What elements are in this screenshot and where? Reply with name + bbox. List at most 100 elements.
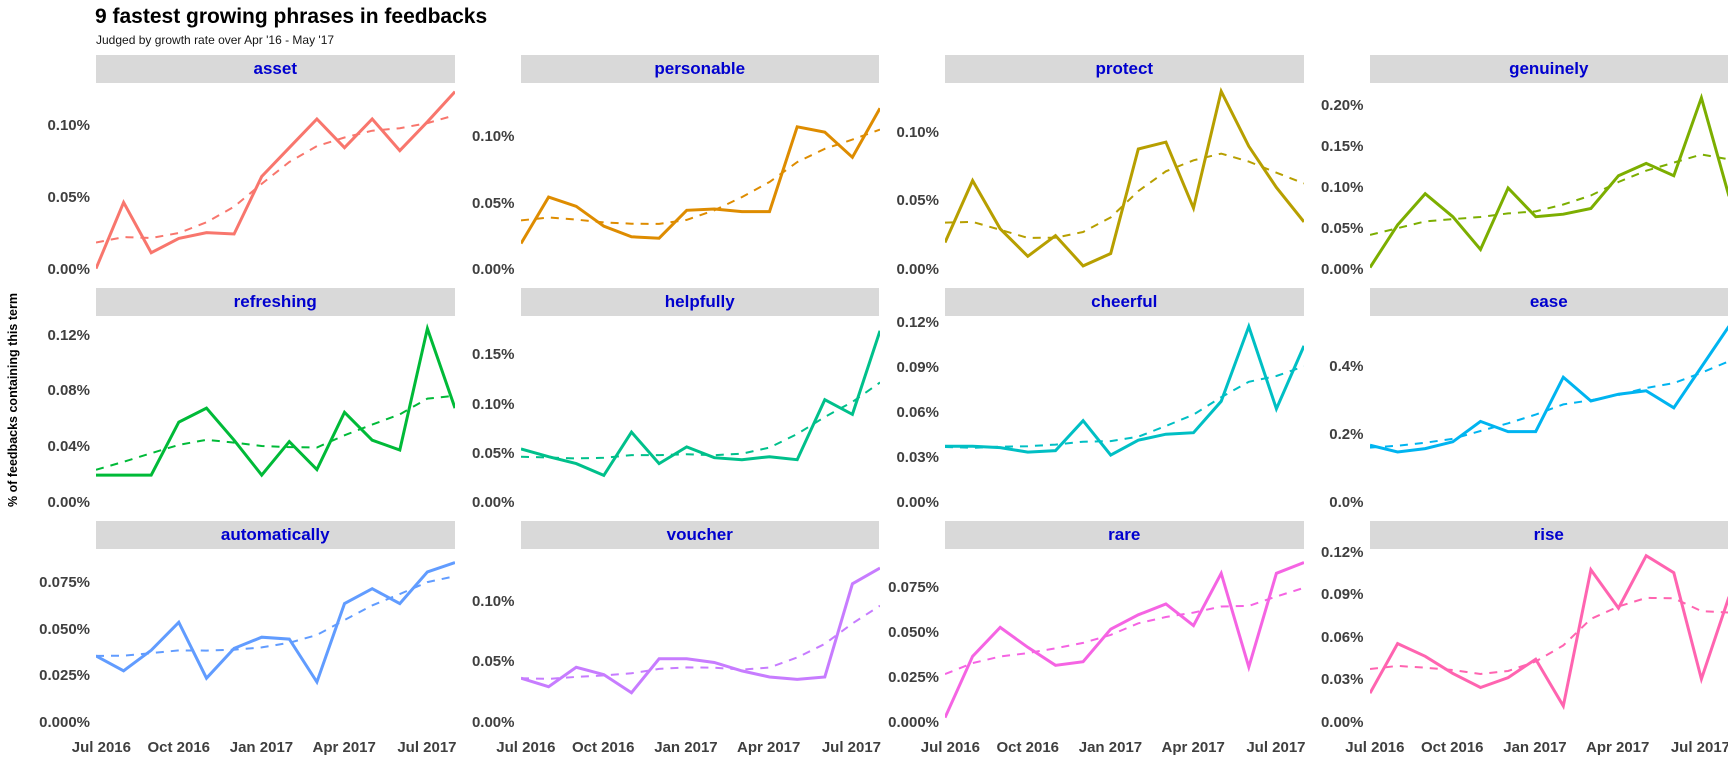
line-series-ease — [1369, 325, 1728, 454]
y-tick-label: 0.05% — [471, 653, 515, 671]
y-tick-label: 0.10% — [471, 128, 515, 146]
y-tick-label: 0.10% — [1320, 178, 1364, 196]
trend-dashed-line — [96, 114, 455, 244]
x-tick-label: Jan 2017 — [1078, 739, 1143, 756]
y-tick-label: 0.00% — [1320, 261, 1364, 278]
x-tick-label: Jan 2017 — [229, 739, 294, 756]
data-solid-line — [520, 566, 880, 695]
y-tick-label: 0.06% — [1320, 628, 1364, 646]
facet-title: personable — [654, 59, 746, 78]
x-tick-label: Jul 2017 — [397, 739, 457, 756]
data-solid-line — [96, 323, 455, 478]
x-axis-column-3: Jul 2016 Oct 2016 Jan 2017 Apr 2017 Jul 2017 — [879, 737, 1306, 767]
facet-cell-genuinely: 0.00% 0.05% 0.10% 0.15% 0.20% genuinely — [1304, 55, 1728, 280]
y-tick-label: 0.00% — [1320, 714, 1364, 731]
x-tick-label: Jul 2016 — [920, 739, 980, 756]
facet-strip: genuinely — [1369, 55, 1728, 83]
x-tick-label: Apr 2017 — [1586, 739, 1650, 756]
y-axis-ticks-voucher: 0.00% 0.05% 0.10% — [455, 521, 521, 733]
x-tick-label: Jan 2017 — [1503, 739, 1567, 756]
y-axis-ticks-automatically: 0.000% 0.025% 0.050% 0.075% — [30, 521, 96, 733]
y-tick-label: 0.03% — [1320, 671, 1364, 689]
y-tick-label: 0.05% — [47, 189, 90, 207]
facet-panel-helpfully: helpfully — [520, 288, 880, 513]
y-tick-label: 0.000% — [888, 714, 939, 731]
x-tick-label: Jan 2017 — [654, 739, 718, 756]
line-series-protect — [945, 86, 1304, 268]
y-tick-label: 0.00% — [47, 494, 90, 511]
y-axis-ticks-genuinely: 0.00% 0.05% 0.10% 0.15% 0.20% — [1304, 55, 1370, 280]
facet-cell-asset: 0.00% 0.05% 0.10% asset — [30, 55, 455, 280]
facet-title: rise — [1533, 525, 1564, 544]
data-solid-line — [96, 90, 455, 270]
y-tick-label: 0.00% — [896, 494, 939, 511]
facet-strip: automatically — [96, 521, 455, 549]
y-axis-ticks-cheerful: 0.00% 0.03% 0.06% 0.09% 0.12% — [879, 288, 945, 513]
y-axis-ticks-rare: 0.000% 0.025% 0.050% 0.075% — [879, 521, 945, 733]
y-tick-label: 0.00% — [471, 714, 515, 731]
y-tick-label: 0.025% — [888, 668, 939, 686]
facet-chart-ease — [1369, 316, 1728, 513]
facet-panel-cheerful: cheerful — [945, 288, 1304, 513]
x-tick-label: Oct 2016 — [147, 739, 211, 756]
x-tick-label: Oct 2016 — [1420, 739, 1484, 756]
facet-cell-protect: 0.00% 0.05% 0.10% protect — [879, 55, 1304, 280]
trend-dashed-line — [1369, 153, 1728, 236]
y-tick-label: 0.05% — [471, 194, 515, 212]
x-tick-label: Jul 2017 — [1246, 739, 1306, 756]
x-axis-strip: Jul 2016 Oct 2016 Jan 2017 Apr 2017 Jul 2017 — [921, 737, 1306, 767]
facet-title: genuinely — [1509, 59, 1589, 78]
facet-title: rare — [1108, 525, 1141, 544]
facet-panel-automatically: automatically — [96, 521, 455, 733]
x-axis-strip: Jul 2016 Oct 2016 Jan 2017 Apr 2017 Jul 2017 — [496, 737, 882, 767]
line-series-automatically — [96, 561, 455, 686]
facet-cell-cheerful: 0.00% 0.03% 0.06% 0.09% 0.12% cheerful — [879, 288, 1304, 513]
data-solid-line — [945, 86, 1304, 268]
data-solid-line — [1369, 92, 1728, 269]
trend-dashed-line — [945, 365, 1304, 449]
x-axis-column-4: Jul 2016 Oct 2016 Jan 2017 Apr 2017 Jul 2017 — [1304, 737, 1728, 767]
y-axis-ticks-personable: 0.00% 0.05% 0.10% — [455, 55, 521, 280]
facet-cell-rise: 0.00% 0.03% 0.06% 0.09% 0.12% rise — [1304, 521, 1728, 733]
y-axis-ticks-asset: 0.00% 0.05% 0.10% — [30, 55, 96, 280]
chart-subtitle: Judged by growth rate over Apr '16 - May… — [96, 33, 335, 47]
trend-dashed-line — [520, 604, 880, 680]
facet-strip: protect — [945, 55, 1304, 83]
facet-cell-ease: 0.0% 0.2% 0.4% ease — [1304, 288, 1728, 513]
facet-chart-rare — [945, 549, 1304, 733]
facet-chart-genuinely — [1369, 83, 1728, 280]
x-tick-label: Jul 2016 — [1345, 739, 1405, 756]
facet-chart-asset — [96, 83, 455, 280]
facet-chart-protect — [945, 83, 1304, 280]
data-solid-line — [1369, 325, 1728, 454]
y-axis-ticks-refreshing: 0.00% 0.04% 0.08% 0.12% — [30, 288, 96, 513]
y-tick-label: 0.0% — [1329, 494, 1364, 511]
y-tick-label: 0.15% — [471, 346, 515, 364]
facet-strip: rare — [945, 521, 1304, 549]
facet-panel-voucher: voucher — [520, 521, 880, 733]
line-series-rare — [945, 561, 1304, 719]
facet-panel-rare: rare — [945, 521, 1304, 733]
trend-dashed-line — [1369, 596, 1728, 676]
facet-strip: voucher — [520, 521, 879, 549]
facet-cell-rare: 0.000% 0.025% 0.050% 0.075% rare — [879, 521, 1304, 733]
facet-strip: asset — [96, 55, 455, 83]
y-tick-label: 0.03% — [896, 449, 939, 467]
x-axis-labels: Jul 2016 Oct 2016 Jan 2017 Apr 2017 Jul 2017… — [30, 737, 1728, 767]
trend-dashed-line — [945, 152, 1304, 239]
trend-dashed-line — [945, 586, 1304, 676]
facet-strip: ease — [1369, 288, 1728, 316]
y-tick-label: 0.00% — [471, 494, 515, 511]
y-tick-label: 0.4% — [1329, 358, 1364, 375]
facet-panel-personable: personable — [520, 55, 880, 280]
facet-panel-protect: protect — [945, 55, 1304, 280]
trend-dashed-line — [1369, 360, 1728, 449]
x-axis-strip: Jul 2016 Oct 2016 Jan 2017 Apr 2017 Jul 2017 — [1345, 737, 1728, 767]
y-tick-label: 0.05% — [1320, 219, 1364, 237]
x-tick-label: Jul 2017 — [821, 739, 882, 756]
facet-cell-helpfully: 0.00% 0.05% 0.10% 0.15% helpfully — [455, 288, 880, 513]
x-tick-label: Jul 2017 — [1670, 739, 1728, 756]
x-tick-label: Jul 2016 — [496, 739, 556, 756]
y-tick-label: 0.075% — [39, 574, 90, 592]
